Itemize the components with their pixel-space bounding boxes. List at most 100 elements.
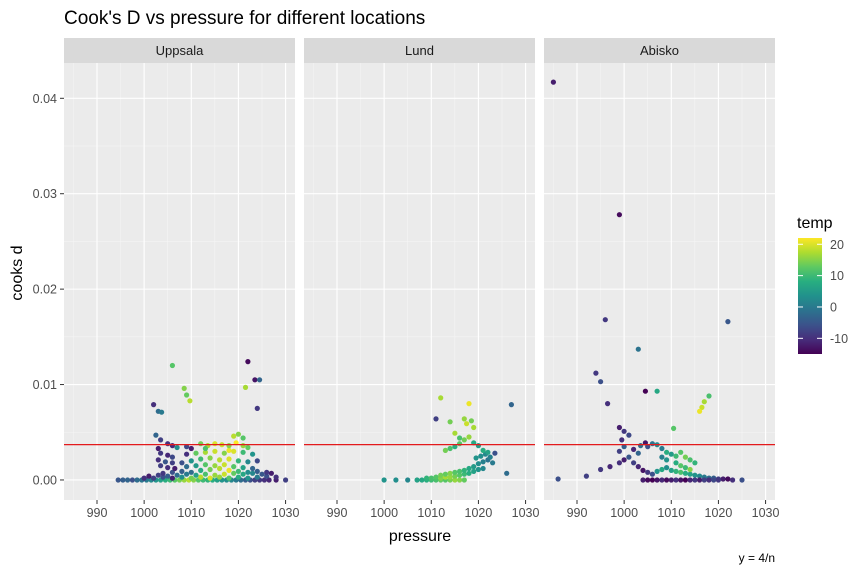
data-point <box>461 477 467 483</box>
data-point <box>424 475 430 481</box>
data-point <box>179 468 185 474</box>
data-point <box>480 459 486 465</box>
data-point <box>160 470 166 476</box>
data-point <box>393 477 399 483</box>
data-point <box>231 464 237 470</box>
data-point <box>480 447 486 453</box>
data-point <box>181 385 187 391</box>
data-point <box>268 470 274 476</box>
y-tick-label: 0.00 <box>33 473 57 487</box>
data-point <box>155 472 161 478</box>
data-point <box>635 464 641 470</box>
data-point <box>583 473 590 479</box>
data-point <box>226 475 232 481</box>
data-point <box>187 398 193 404</box>
y-axis-title: cooks d <box>9 245 26 300</box>
data-point <box>461 471 467 477</box>
data-point <box>555 476 561 482</box>
data-point <box>457 472 463 478</box>
data-point <box>198 441 204 447</box>
data-point <box>720 476 726 482</box>
data-point <box>607 464 613 470</box>
data-point <box>697 408 703 414</box>
data-point <box>165 452 171 458</box>
data-point <box>640 477 646 483</box>
legend-colorbar <box>798 238 822 354</box>
data-point <box>442 447 448 453</box>
data-point <box>212 472 218 478</box>
data-point <box>235 458 241 464</box>
data-point <box>438 472 444 478</box>
data-point <box>134 477 140 483</box>
data-point <box>438 395 444 401</box>
data-point <box>252 377 258 383</box>
data-point <box>671 425 677 431</box>
data-point <box>678 477 684 483</box>
data-point <box>198 474 204 480</box>
data-point <box>706 393 712 399</box>
panel-background <box>544 63 775 500</box>
data-point <box>240 435 246 441</box>
data-point <box>188 445 194 452</box>
legend-tick-label: 10 <box>830 269 844 283</box>
data-point <box>626 432 632 438</box>
x-tick-label: 1000 <box>130 506 158 520</box>
data-point <box>231 433 237 439</box>
data-point <box>616 424 623 431</box>
data-point <box>240 449 246 455</box>
data-point <box>169 362 175 369</box>
data-point <box>659 454 665 460</box>
data-point <box>428 475 434 481</box>
data-point <box>593 370 599 376</box>
data-point <box>242 384 249 390</box>
data-point <box>466 465 472 472</box>
data-point <box>466 470 472 476</box>
data-point <box>649 441 656 447</box>
data-point <box>217 457 223 463</box>
data-point <box>254 458 260 464</box>
panel-background <box>64 63 295 500</box>
data-point <box>120 477 126 483</box>
data-point <box>221 462 227 468</box>
x-tick-label: 1030 <box>512 506 540 520</box>
x-tick-label: 1020 <box>225 506 253 520</box>
data-point <box>492 450 498 456</box>
x-tick-label: 1010 <box>657 506 685 520</box>
data-point <box>473 455 479 461</box>
data-point <box>447 445 453 452</box>
data-point <box>169 460 175 466</box>
data-point <box>226 447 232 453</box>
data-point <box>682 470 689 476</box>
data-point <box>245 475 251 481</box>
data-point <box>490 460 496 466</box>
data-point <box>141 475 147 481</box>
facet-strip <box>544 38 775 63</box>
data-point <box>678 463 684 469</box>
data-point <box>466 434 472 440</box>
data-point <box>739 477 745 483</box>
x-tick-label: 1020 <box>465 506 493 520</box>
data-point <box>550 79 557 85</box>
data-point <box>452 444 458 450</box>
data-point <box>198 467 204 473</box>
data-point <box>471 464 477 470</box>
data-point <box>115 477 121 483</box>
data-point <box>485 449 491 455</box>
data-point <box>193 463 199 469</box>
data-point <box>169 475 175 481</box>
data-point <box>642 388 649 394</box>
panel-uppsala: Uppsala <box>64 38 295 500</box>
data-point <box>461 467 467 473</box>
data-point <box>212 463 218 469</box>
data-point <box>160 474 166 480</box>
data-point <box>673 468 679 474</box>
data-point <box>475 443 481 449</box>
y-tick-label: 0.03 <box>33 187 57 201</box>
facet-panels: Uppsala Lund Abisko <box>64 38 775 500</box>
data-point <box>687 471 693 477</box>
x-tick-label: 990 <box>327 506 348 520</box>
data-point <box>231 448 237 454</box>
data-point <box>129 477 135 483</box>
data-point <box>184 464 190 470</box>
